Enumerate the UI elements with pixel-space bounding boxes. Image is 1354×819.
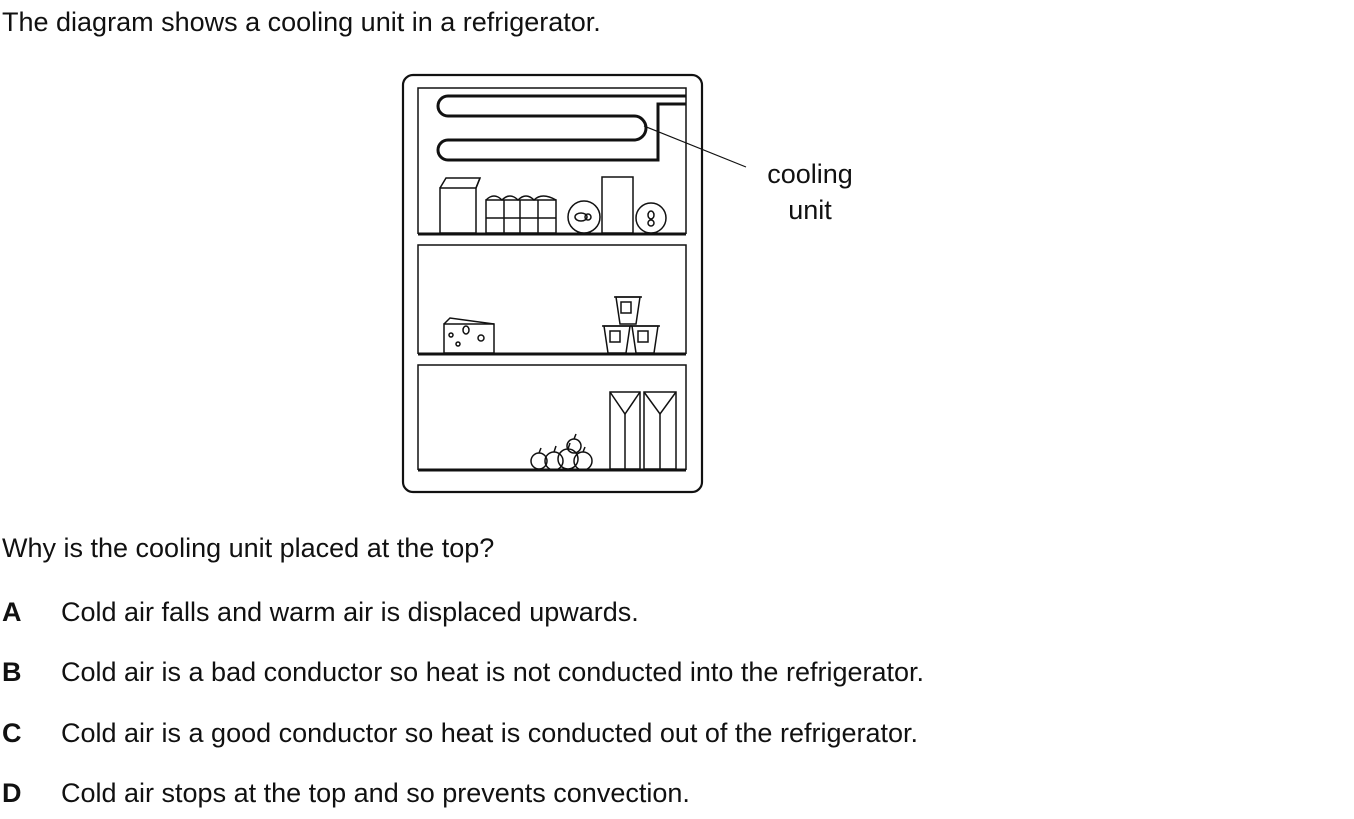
- middle-compartment: [417, 244, 687, 356]
- bottle-icon: [601, 176, 634, 234]
- juice-boxes-icon: [485, 195, 557, 234]
- can-icon-2: [635, 202, 667, 234]
- option-text: Cold air is a bad conductor so heat is n…: [61, 657, 925, 687]
- intro-text: The diagram shows a cooling unit in a re…: [2, 7, 601, 37]
- label-leader-line: [643, 125, 747, 168]
- bottom-compartment: [417, 364, 687, 472]
- cooling-unit-label-line1: cooling: [767, 159, 853, 189]
- question-text: Why is the cooling unit placed at the to…: [2, 533, 495, 563]
- option-letter: C: [2, 718, 22, 748]
- option-text: Cold air is a good conductor so heat is …: [61, 718, 919, 748]
- cooling-unit-label: cooling unit: [752, 156, 868, 228]
- option-letter: B: [2, 657, 22, 687]
- option-letter: D: [2, 778, 22, 808]
- milk-carton-icon: [439, 177, 482, 234]
- option-text: Cold air falls and warm air is displaced…: [61, 597, 639, 627]
- refrigerator-outline: [401, 73, 704, 494]
- drink-cartons-icon: [609, 391, 677, 470]
- yogurt-pots-icon: [602, 296, 660, 354]
- top-compartment: [417, 87, 687, 236]
- cooling-unit-label-line2: unit: [788, 195, 832, 225]
- option-letter: A: [2, 597, 22, 627]
- refrigerator-diagram: cooling unit: [400, 72, 870, 497]
- option-text: Cold air stops at the top and so prevent…: [61, 778, 690, 808]
- refrigerator-drawing: [401, 73, 747, 494]
- cooling-coil: [436, 94, 686, 162]
- can-icon: [567, 200, 601, 234]
- fruit-icon: [530, 433, 593, 471]
- cheese-icon: [443, 317, 495, 354]
